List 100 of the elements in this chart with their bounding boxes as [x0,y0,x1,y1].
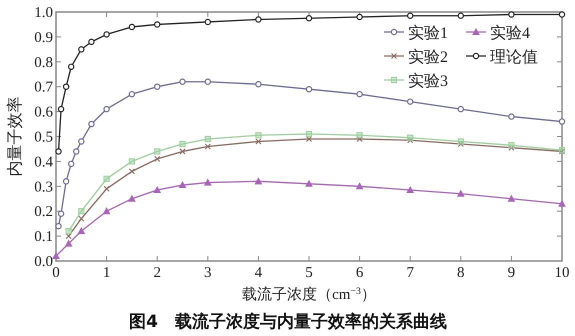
point [458,12,464,19]
point [508,11,515,18]
point [103,31,110,38]
y-tick-label: 0.9 [34,30,53,46]
point [128,195,136,202]
point [508,113,515,120]
x-tick-label: 0 [52,265,60,281]
point [154,21,160,28]
point [68,160,74,168]
point [255,81,262,88]
point [55,222,62,230]
point [78,138,84,145]
point [88,38,95,46]
y-tick-label: 1.0 [34,5,53,21]
point [306,86,312,92]
y-tick-label: 0.7 [34,80,54,96]
point [306,180,312,187]
point [204,179,212,186]
point [78,216,84,222]
y-tick-label: 0.8 [34,54,53,71]
point [128,158,135,164]
y-axis-title: 内量子效率 [6,96,24,176]
x-axis-title: 载流子浓度（cm$^{−3}$） [242,286,376,303]
point [103,208,110,214]
point [179,148,186,154]
point [356,182,364,190]
point [68,64,74,70]
text: 图4 载流子浓度与内量子效率的关系曲线 [129,312,447,332]
point [254,178,262,184]
point [204,78,211,85]
point [62,178,70,185]
y-tick-label: 0.4 [34,154,54,170]
point [58,210,64,217]
x-tick-label: 3 [204,265,212,281]
x-tick-label: 8 [457,265,465,281]
point [558,118,566,125]
point [306,15,312,22]
y-tick-label: 0.3 [34,179,53,196]
point [78,208,84,214]
point [255,132,262,138]
point [255,16,262,23]
legend-label: 实验4 [490,24,530,42]
point [66,228,72,234]
point [558,200,566,207]
point [78,46,84,53]
point [128,24,136,30]
legend-label: 实验1 [408,24,448,42]
point [406,186,414,194]
point [255,138,262,145]
x-tick-label: 9 [508,265,516,281]
point [204,136,211,142]
x-tick-label: 4 [254,265,263,281]
point [457,190,464,197]
point [73,148,80,155]
x-tick-label: 2 [153,265,161,281]
point [154,84,160,90]
point [154,148,160,155]
point [88,120,95,128]
point [306,130,312,138]
point [356,132,363,138]
y-tick-label: 0.6 [34,104,54,121]
y-tick-label: 0.0 [34,254,53,270]
point [154,156,160,162]
point [204,18,211,26]
point [52,252,60,260]
point [65,240,72,247]
point [179,78,186,85]
point [103,106,110,112]
x-tick-label: 7 [406,265,414,281]
legend-label: 理论值 [490,49,538,66]
point [104,176,110,182]
point [356,136,363,142]
point [154,186,161,194]
point [179,140,186,148]
legend-label: 实验2 [408,48,448,66]
point [508,195,515,202]
x-tick-label: 5 [305,265,313,281]
point [558,11,566,18]
point [204,143,211,150]
point [356,14,363,20]
point [104,186,110,192]
point [62,84,70,90]
point [508,142,514,148]
point [78,228,85,234]
y-tick-label: 0.5 [34,130,53,146]
point [458,106,464,112]
y-tick-label: 0.2 [34,204,53,220]
point [128,168,135,174]
point [458,138,464,145]
point [356,90,363,98]
point [407,134,414,141]
x-tick-label: 6 [356,265,364,281]
y-tick-label: 0.1 [34,229,53,246]
x-tick-label: 1 [102,265,110,281]
point [55,148,62,155]
point [407,12,414,19]
point [179,182,186,188]
legend-label: 实验3 [408,72,448,90]
point [407,98,414,105]
point [58,106,64,112]
